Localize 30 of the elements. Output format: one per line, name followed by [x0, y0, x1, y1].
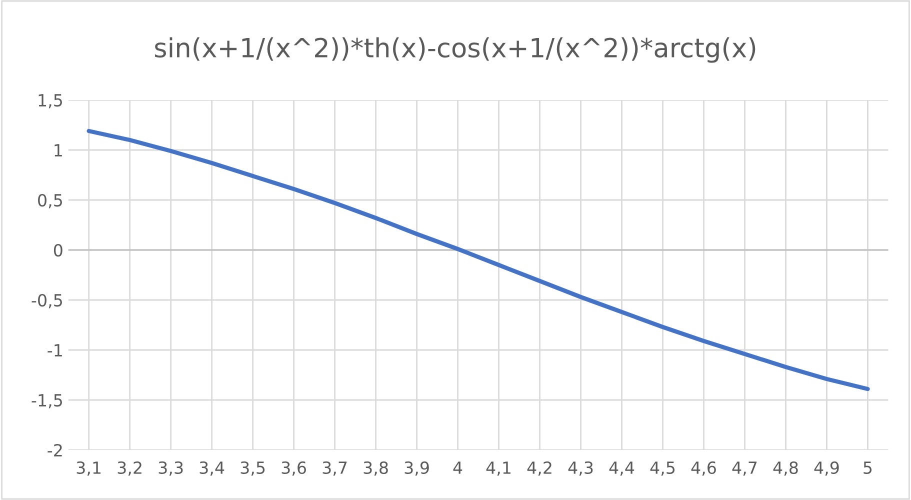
y-tick-label: -2 [48, 444, 62, 456]
y-tick-label: 0 [54, 244, 62, 257]
x-tick-label: 4,9 [814, 461, 839, 476]
x-tick-label: 4,1 [486, 462, 510, 476]
y-tick-label: 1,5 [38, 94, 62, 108]
x-tick-label: 5 [864, 462, 872, 474]
x-tick-label: 4 [453, 462, 462, 474]
x-tick-label: 3,1 [76, 461, 101, 476]
y-tick-label: 1 [54, 144, 62, 156]
x-tick-label: 4,4 [609, 462, 634, 476]
x-tick-label: 4,6 [691, 461, 716, 476]
x-tick-label: 4,7 [732, 462, 757, 476]
chart-title: sin(x+1/(x^2))*th(x)-cos(x+1/(x^2))*arctg(x) [154, 37, 756, 63]
x-tick-label: 3,8 [364, 461, 388, 476]
y-tick-label: -1,5 [32, 394, 62, 408]
x-tick-label: 3,2 [118, 461, 142, 476]
y-tick-label: -1 [48, 344, 62, 356]
x-tick-label: 4,8 [773, 461, 798, 476]
line-series [86, 128, 870, 392]
y-tick-label: 0,5 [38, 194, 62, 208]
x-tick-label: 4,5 [650, 462, 675, 476]
x-tick-label: 3,3 [158, 461, 183, 476]
x-tick-label: 3,6 [282, 461, 306, 476]
x-tick-label: 4,3 [568, 461, 593, 476]
x-tick-label: 4,2 [527, 461, 552, 476]
x-tick-label: 3,5 [240, 461, 265, 476]
y-tick-label: -0,5 [32, 294, 62, 308]
x-tick-label: 3,9 [404, 461, 429, 476]
x-tick-label: 3,4 [200, 461, 224, 476]
x-tick-label: 3,7 [322, 461, 347, 476]
